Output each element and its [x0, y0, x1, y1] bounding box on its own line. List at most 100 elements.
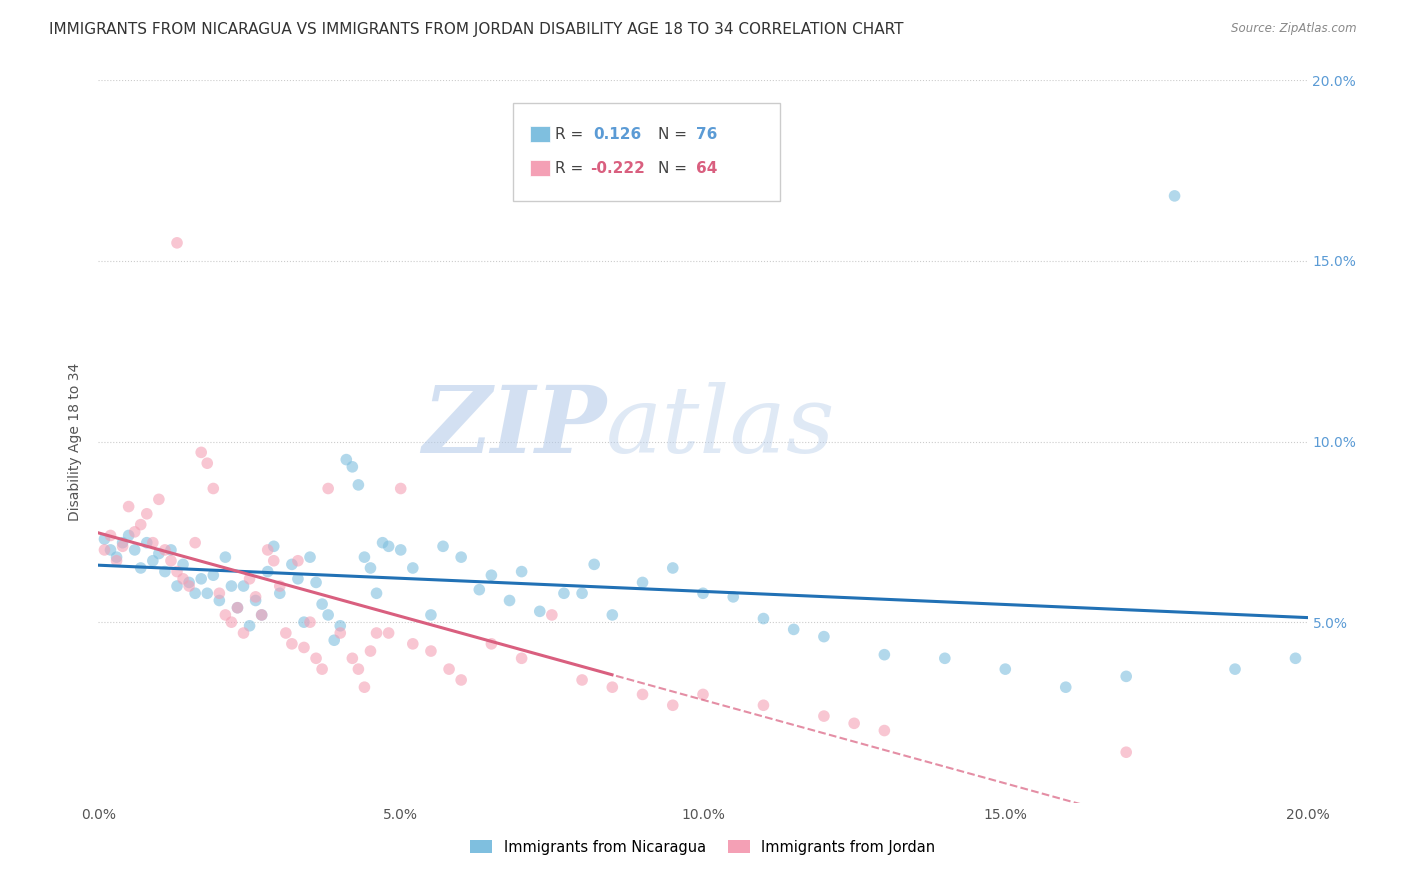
Point	[1054, 680, 1077, 694]
Point	[256, 542, 278, 557]
Point	[256, 565, 278, 579]
Point	[299, 550, 322, 565]
Point	[329, 619, 352, 633]
Point	[873, 648, 896, 662]
Point	[245, 593, 267, 607]
Point	[166, 579, 188, 593]
Point	[481, 568, 503, 582]
Point	[571, 673, 593, 687]
Point	[342, 459, 364, 474]
Point	[468, 582, 491, 597]
Point	[287, 572, 309, 586]
Point	[263, 554, 285, 568]
Point	[172, 572, 194, 586]
Text: N =: N =	[658, 127, 692, 142]
Point	[160, 554, 183, 568]
Point	[153, 565, 176, 579]
Y-axis label: Disability Age 18 to 34: Disability Age 18 to 34	[69, 362, 83, 521]
Point	[239, 619, 262, 633]
Point	[226, 600, 249, 615]
Point	[226, 600, 249, 615]
Point	[1115, 669, 1137, 683]
Point	[510, 565, 533, 579]
Point	[571, 586, 593, 600]
Point	[269, 586, 291, 600]
Point	[100, 528, 122, 542]
Point	[602, 680, 624, 694]
Point	[661, 561, 683, 575]
Point	[366, 586, 388, 600]
Point	[166, 235, 188, 250]
Point	[360, 644, 382, 658]
Point	[281, 637, 304, 651]
Point	[553, 586, 575, 600]
Text: 0.126: 0.126	[593, 127, 641, 142]
Legend: Immigrants from Nicaragua, Immigrants from Jordan: Immigrants from Nicaragua, Immigrants fr…	[464, 834, 942, 861]
Point	[305, 651, 328, 665]
Point	[316, 607, 339, 622]
Point	[179, 575, 201, 590]
Point	[202, 568, 225, 582]
Point	[202, 482, 225, 496]
Text: 64: 64	[696, 161, 717, 176]
Point	[311, 662, 333, 676]
Point	[93, 532, 115, 546]
Point	[250, 607, 273, 622]
Text: ZIP: ZIP	[422, 382, 606, 472]
Point	[263, 539, 285, 553]
Point	[166, 565, 188, 579]
Point	[129, 517, 152, 532]
Point	[281, 558, 304, 572]
Point	[402, 561, 425, 575]
Point	[287, 554, 309, 568]
Point	[195, 586, 218, 600]
Point	[540, 607, 562, 622]
Point	[723, 590, 745, 604]
Point	[135, 507, 157, 521]
Point	[366, 626, 388, 640]
Point	[360, 561, 382, 575]
Point	[292, 615, 315, 630]
Point	[437, 662, 460, 676]
Point	[329, 626, 352, 640]
Point	[335, 452, 357, 467]
Point	[420, 607, 443, 622]
Point	[752, 698, 775, 713]
Point	[142, 554, 165, 568]
Point	[1115, 745, 1137, 759]
Point	[184, 535, 207, 549]
Point	[481, 637, 503, 651]
Point	[1163, 189, 1185, 203]
Point	[311, 597, 333, 611]
Point	[299, 615, 322, 630]
Point	[214, 550, 236, 565]
Point	[100, 542, 122, 557]
Point	[432, 539, 454, 553]
Point	[1284, 651, 1306, 665]
Point	[232, 579, 254, 593]
Point	[692, 586, 714, 600]
Point	[353, 680, 375, 694]
Point	[873, 723, 896, 738]
Point	[153, 542, 176, 557]
Point	[353, 550, 375, 565]
Point	[105, 554, 128, 568]
Point	[111, 535, 134, 549]
Point	[510, 651, 533, 665]
Point	[583, 558, 606, 572]
Point	[172, 558, 194, 572]
Point	[250, 607, 273, 622]
Text: Source: ZipAtlas.com: Source: ZipAtlas.com	[1232, 22, 1357, 36]
Point	[692, 687, 714, 701]
Point	[148, 492, 170, 507]
Point	[221, 579, 243, 593]
Point	[342, 651, 364, 665]
Point	[221, 615, 243, 630]
Point	[323, 633, 346, 648]
Point	[783, 623, 806, 637]
Point	[190, 572, 212, 586]
Point	[232, 626, 254, 640]
Point	[450, 550, 472, 565]
Point	[316, 482, 339, 496]
Point	[190, 445, 212, 459]
